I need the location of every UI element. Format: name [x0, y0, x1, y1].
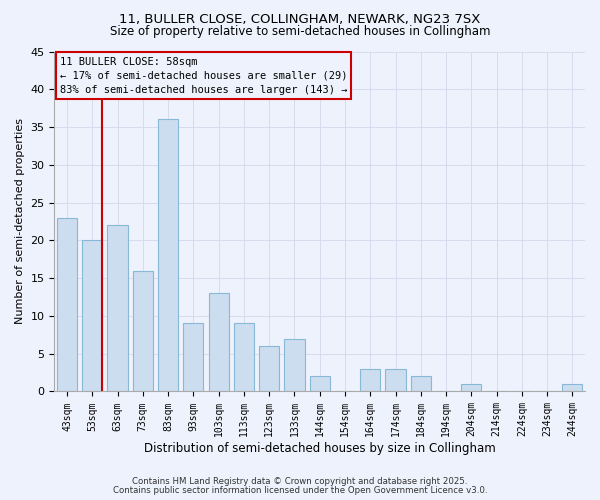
Bar [259, 346, 279, 392]
Bar [284, 338, 305, 392]
X-axis label: Distribution of semi-detached houses by size in Collingham: Distribution of semi-detached houses by … [144, 442, 496, 455]
Bar [183, 324, 203, 392]
Y-axis label: Number of semi-detached properties: Number of semi-detached properties [15, 118, 25, 324]
Bar [410, 376, 431, 392]
Bar [107, 226, 128, 392]
Text: Contains HM Land Registry data © Crown copyright and database right 2025.: Contains HM Land Registry data © Crown c… [132, 477, 468, 486]
Bar [209, 294, 229, 392]
Text: Size of property relative to semi-detached houses in Collingham: Size of property relative to semi-detach… [110, 25, 490, 38]
Bar [57, 218, 77, 392]
Bar [360, 369, 380, 392]
Text: 11, BULLER CLOSE, COLLINGHAM, NEWARK, NG23 7SX: 11, BULLER CLOSE, COLLINGHAM, NEWARK, NG… [119, 12, 481, 26]
Bar [158, 120, 178, 392]
Bar [82, 240, 103, 392]
Bar [310, 376, 330, 392]
Bar [562, 384, 583, 392]
Bar [461, 384, 481, 392]
Bar [234, 324, 254, 392]
Text: Contains public sector information licensed under the Open Government Licence v3: Contains public sector information licen… [113, 486, 487, 495]
Bar [385, 369, 406, 392]
Bar [133, 270, 153, 392]
Text: 11 BULLER CLOSE: 58sqm
← 17% of semi-detached houses are smaller (29)
83% of sem: 11 BULLER CLOSE: 58sqm ← 17% of semi-det… [60, 56, 347, 94]
